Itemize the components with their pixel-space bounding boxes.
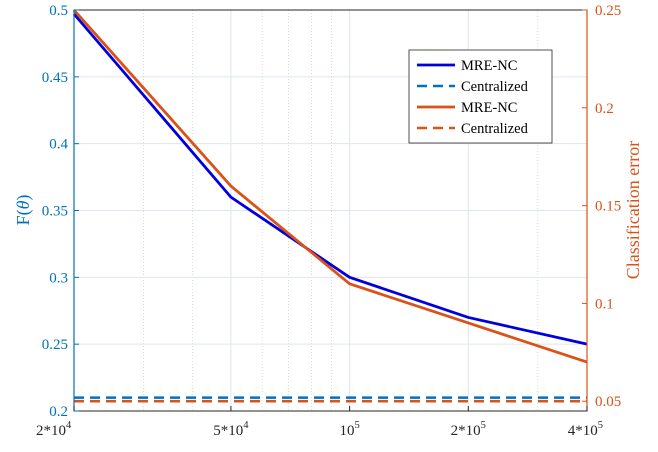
left-tick-label: 0.3 bbox=[49, 270, 68, 286]
right-tick-label: 0.1 bbox=[595, 296, 614, 312]
legend-label: MRE-NC bbox=[461, 58, 517, 74]
left-tick-label: 0.45 bbox=[42, 70, 68, 86]
left-tick-label: 0.4 bbox=[49, 137, 68, 153]
right-tick-label: 0.05 bbox=[595, 394, 621, 410]
x-tick-label: 5*104 bbox=[213, 420, 249, 439]
left-axis-label: F(θ) bbox=[13, 195, 34, 226]
legend-label: Centralized bbox=[461, 121, 529, 137]
right-tick-label: 0.2 bbox=[595, 101, 614, 117]
legend-label: MRE-NC bbox=[461, 100, 517, 116]
x-tick-label: 105 bbox=[339, 420, 359, 439]
left-tick-label: 0.25 bbox=[42, 337, 68, 353]
x-tick-label: 2*104 bbox=[36, 420, 72, 439]
left-tick-label: 0.2 bbox=[49, 404, 68, 420]
x-tick-label: 2*105 bbox=[451, 420, 486, 439]
legend-label: Centralized bbox=[461, 79, 529, 95]
right-tick-label: 0.15 bbox=[595, 199, 621, 215]
right-axis-label: Classification error bbox=[623, 141, 643, 279]
left-tick-label: 0.35 bbox=[42, 204, 68, 220]
legend: MRE-NC Centralized MRE-NC Centralized bbox=[409, 50, 552, 143]
left-tick-label: 0.5 bbox=[49, 3, 68, 19]
x-tick-label: 4*105 bbox=[568, 420, 603, 439]
right-tick-label: 0.25 bbox=[595, 3, 621, 19]
